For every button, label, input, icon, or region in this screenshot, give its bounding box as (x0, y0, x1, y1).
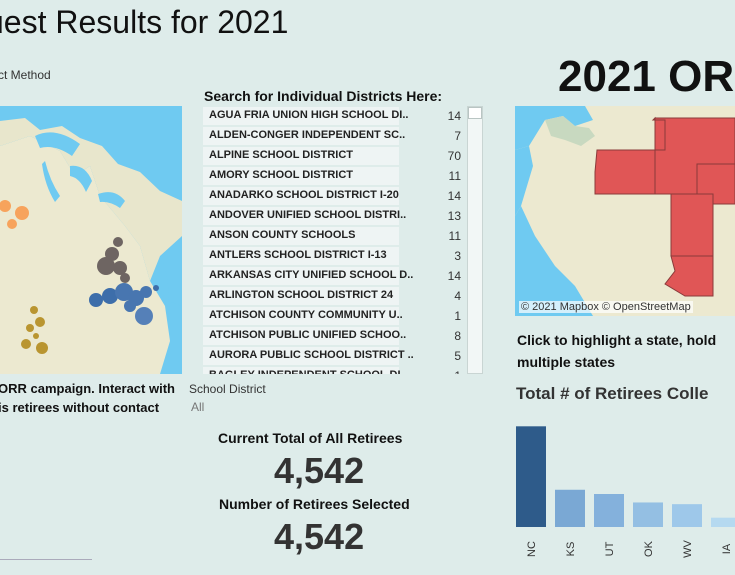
bubbles-gold (21, 306, 48, 354)
district-row-highlight (203, 187, 399, 205)
district-list-scrollbar[interactable] (467, 106, 483, 374)
district-row-highlight (203, 327, 399, 345)
district-count: 4 (454, 289, 461, 303)
district-name: ALPINE SCHOOL DISTRICT (209, 149, 354, 161)
bar-label-ks: KS (565, 542, 577, 557)
district-row[interactable]: ARKANSAS CITY UNIFIED SCHOOL D.. 14 (203, 266, 467, 286)
district-row[interactable]: ANSON COUNTY SCHOOLS 11 (203, 226, 467, 246)
district-count: 70 (447, 149, 461, 163)
bar-chart-title: Total # of Retirees Colle (516, 384, 709, 403)
district-row[interactable]: ANTLERS SCHOOL DISTRICT I-13 3 (203, 246, 467, 266)
district-count: 7 (454, 129, 461, 143)
divider-line (0, 559, 92, 560)
state-map[interactable] (515, 106, 735, 316)
district-count: 14 (447, 189, 461, 203)
district-name: ANTLERS SCHOOL DISTRICT I-13 (209, 249, 387, 261)
district-name: ANDOVER UNIFIED SCHOOL DISTRI.. (209, 209, 407, 221)
district-row-highlight (203, 167, 399, 185)
district-row[interactable]: AURORA PUBLIC SCHOOL DISTRICT .. 5 (203, 346, 467, 366)
district-name: ARLINGTON SCHOOL DISTRICT 24 (209, 289, 394, 301)
district-row-highlight (203, 307, 399, 325)
district-row[interactable]: BAGLEY INDEPENDENT SCHOOL DI.. 1 (203, 366, 467, 374)
district-search-title: Search for Individual Districts Here: (204, 88, 443, 104)
bar-label-ut: UT (604, 541, 616, 556)
district-count: 13 (447, 209, 461, 223)
district-name: AGUA FRIA UNION HIGH SCHOOL DI.. (209, 109, 409, 121)
left-caption: ORR campaign. Interact with is retirees … (0, 379, 198, 417)
click-hint-line1: Click to highlight a state, hold (517, 332, 717, 348)
bar-label-wv: WV (682, 539, 694, 557)
retirees-by-state-bar-chart[interactable]: NC KS UT OK WV IA (510, 415, 735, 565)
district-count: 8 (454, 329, 461, 343)
district-row-highlight (203, 287, 399, 305)
bar-wv[interactable] (672, 504, 702, 527)
map-credit: © 2021 Mapbox © OpenStreetMap (519, 301, 693, 313)
school-district-filter-value[interactable]: All (191, 400, 205, 414)
click-hint-line2: multiple states (517, 354, 616, 370)
district-row-highlight (203, 247, 399, 265)
highlighted-states (594, 116, 735, 297)
district-row[interactable]: AGUA FRIA UNION HIGH SCHOOL DI.. 14 (203, 106, 467, 126)
district-name: AMORY SCHOOL DISTRICT (209, 169, 354, 181)
bar-label-nc: NC (526, 541, 538, 557)
district-row-highlight (203, 107, 399, 125)
bar-label-ia: IA (721, 543, 733, 554)
district-row-highlight (203, 127, 399, 145)
left-caption-line1: ORR campaign. Interact with (0, 381, 175, 396)
district-list-scroll-thumb[interactable] (468, 107, 482, 119)
district-row[interactable]: AMORY SCHOOL DISTRICT 11 (203, 166, 467, 186)
district-row-highlight (203, 267, 399, 285)
district-name: ALDEN-CONGER INDEPENDENT SC.. (209, 129, 406, 141)
bar-label-ok: OK (643, 540, 655, 557)
district-row[interactable]: ATCHISON PUBLIC UNIFIED SCHOO.. 8 (203, 326, 467, 346)
bubbles-blue (89, 283, 159, 325)
district-name: ANADARKO SCHOOL DISTRICT I-20 (209, 189, 399, 201)
district-row[interactable]: ALDEN-CONGER INDEPENDENT SC.. 7 (203, 126, 467, 146)
bar-ok[interactable] (633, 502, 663, 527)
district-row[interactable]: ANDOVER UNIFIED SCHOOL DISTRI.. 13 (203, 206, 467, 226)
district-count: 1 (454, 369, 461, 374)
bubbles-orange (0, 200, 29, 229)
district-count: 14 (447, 109, 461, 123)
school-district-filter-label: School District (189, 382, 266, 396)
district-row[interactable]: ALPINE SCHOOL DISTRICT 70 (203, 146, 467, 166)
bar-ia[interactable] (711, 517, 735, 527)
district-name: ATCHISON COUNTY COMMUNITY U.. (209, 309, 403, 321)
district-row-highlight (203, 147, 399, 165)
district-row-highlight (203, 347, 399, 365)
bar-ks[interactable] (555, 489, 585, 527)
retiree-bubble-map[interactable] (0, 106, 182, 374)
district-count: 11 (448, 169, 461, 183)
district-name: BAGLEY INDEPENDENT SCHOOL DI.. (209, 369, 407, 374)
left-caption-line2: is retirees without contact (0, 400, 160, 415)
district-row[interactable]: ARLINGTON SCHOOL DISTRICT 24 4 (203, 286, 467, 306)
bar-ut[interactable] (594, 494, 624, 527)
district-count: 3 (454, 249, 461, 263)
selected-retirees-label: Number of Retirees Selected (219, 496, 410, 512)
district-count: 14 (447, 269, 461, 283)
district-count: 5 (454, 349, 461, 363)
bubbles-gray (97, 237, 130, 283)
contact-method-label: ct Method (0, 68, 51, 82)
district-name: AURORA PUBLIC SCHOOL DISTRICT .. (209, 349, 414, 361)
district-name: ANSON COUNTY SCHOOLS (209, 229, 356, 241)
district-row-highlight (203, 367, 399, 374)
district-name: ATCHISON PUBLIC UNIFIED SCHOO.. (209, 329, 407, 341)
bar-nc[interactable] (516, 426, 546, 527)
district-name: ARKANSAS CITY UNIFIED SCHOOL D.. (209, 269, 414, 281)
click-hint: Click to highlight a state, hold multipl… (517, 329, 716, 373)
district-list[interactable]: AGUA FRIA UNION HIGH SCHOOL DI.. 14 ALDEN-… (203, 106, 467, 374)
page-title: uest Results for 2021 (0, 4, 289, 40)
district-count: 11 (448, 229, 461, 243)
district-row[interactable]: ANADARKO SCHOOL DISTRICT I-20 14 (203, 186, 467, 206)
orr-title: 2021 OR (558, 52, 735, 101)
district-row-highlight (203, 227, 399, 245)
total-retirees-label: Current Total of All Retirees (218, 430, 403, 446)
total-retirees-value: 4,542 (274, 450, 365, 491)
district-count: 1 (454, 309, 461, 323)
district-row-highlight (203, 207, 399, 225)
district-row[interactable]: ATCHISON COUNTY COMMUNITY U.. 1 (203, 306, 467, 326)
selected-retirees-value: 4,542 (274, 516, 365, 557)
